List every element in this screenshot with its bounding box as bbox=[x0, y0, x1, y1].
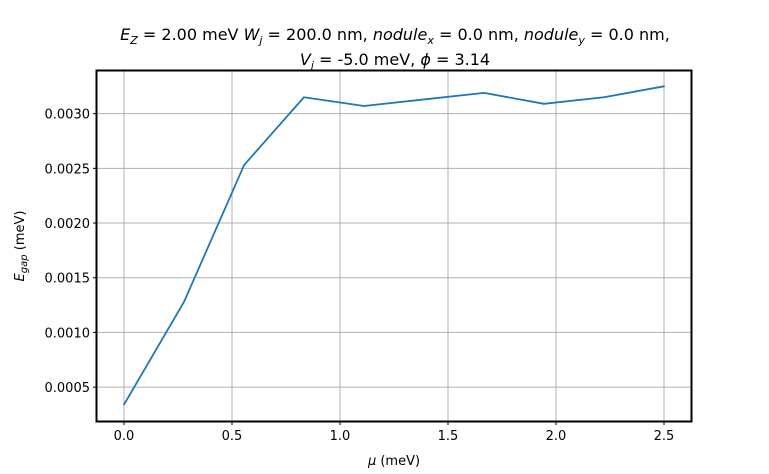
data-point bbox=[603, 96, 605, 99]
y-axis-label: Egap (meV) bbox=[13, 211, 30, 282]
x-tick-label: 2.0 bbox=[546, 429, 567, 444]
x-tick-label: 1.0 bbox=[330, 429, 351, 444]
series-line bbox=[123, 85, 665, 406]
x-tick-label: 0.5 bbox=[222, 429, 243, 444]
chart-title-line2: Vj = -5.0 meV, ϕ = 3.14 bbox=[300, 50, 490, 72]
y-tick-label: 0.0015 bbox=[45, 272, 91, 287]
data-point bbox=[423, 98, 425, 101]
x-tick-label: 0.0 bbox=[114, 429, 135, 444]
y-tick-label: 0.0025 bbox=[45, 162, 91, 177]
data-point bbox=[363, 105, 365, 107]
x-tick-label: 2.5 bbox=[654, 429, 675, 444]
data-point bbox=[543, 102, 545, 105]
grid-lines bbox=[97, 71, 691, 421]
y-tick-label: 0.0020 bbox=[45, 217, 91, 232]
x-tick-label: 1.5 bbox=[438, 429, 459, 444]
x-axis-label: μ (meV) bbox=[367, 454, 420, 469]
chart-title-line1: EZ = 2.00 meV Wj = 200.0 nm, nodulex = 0… bbox=[120, 25, 670, 47]
x-axis-ticks: 0.0 0.5 1.0 1.5 2.0 2.5 bbox=[114, 421, 675, 444]
data-point bbox=[243, 164, 245, 166]
y-axis-ticks: 0.0005 0.0010 0.0015 0.0020 0.0025 0.0030 bbox=[45, 108, 97, 396]
plot-frame bbox=[95, 69, 693, 423]
y-tick-label: 0.0005 bbox=[45, 381, 91, 396]
data-point bbox=[303, 96, 305, 99]
data-point bbox=[183, 300, 185, 303]
data-point bbox=[483, 91, 485, 94]
series-layer bbox=[123, 85, 665, 406]
y-tick-label: 0.0030 bbox=[45, 108, 91, 123]
y-tick-label: 0.0010 bbox=[45, 326, 91, 341]
data-point bbox=[663, 85, 665, 88]
data-point bbox=[123, 403, 125, 406]
